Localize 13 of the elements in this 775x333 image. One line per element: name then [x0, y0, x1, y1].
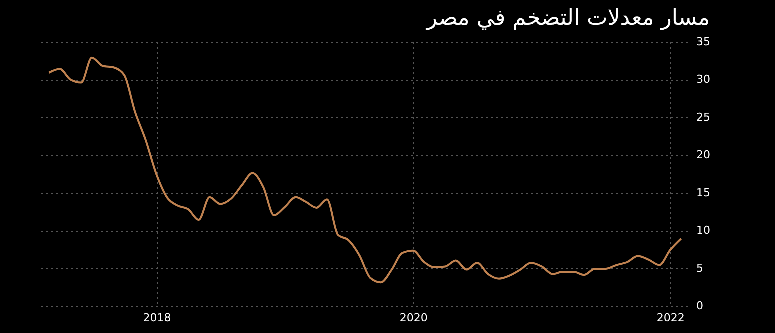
y-tick-label: 5 [696, 262, 704, 275]
x-tick-label: 2020 [400, 312, 428, 324]
chart-title: مسار معدلات التضخم في مصر [426, 6, 710, 31]
x-tick-label: 2018 [143, 312, 172, 324]
y-tick-label: 25 [696, 110, 710, 124]
y-tick-label: 35 [696, 36, 710, 48]
y-tick-label: 10 [696, 224, 710, 238]
y-tick-label: 20 [696, 148, 710, 162]
y-tick-label: 15 [696, 186, 710, 200]
y-tick-label: 30 [696, 73, 710, 86]
x-tick-label: 2022 [656, 312, 685, 324]
line-series [48, 56, 682, 284]
y-tick-label: 0 [696, 300, 704, 312]
